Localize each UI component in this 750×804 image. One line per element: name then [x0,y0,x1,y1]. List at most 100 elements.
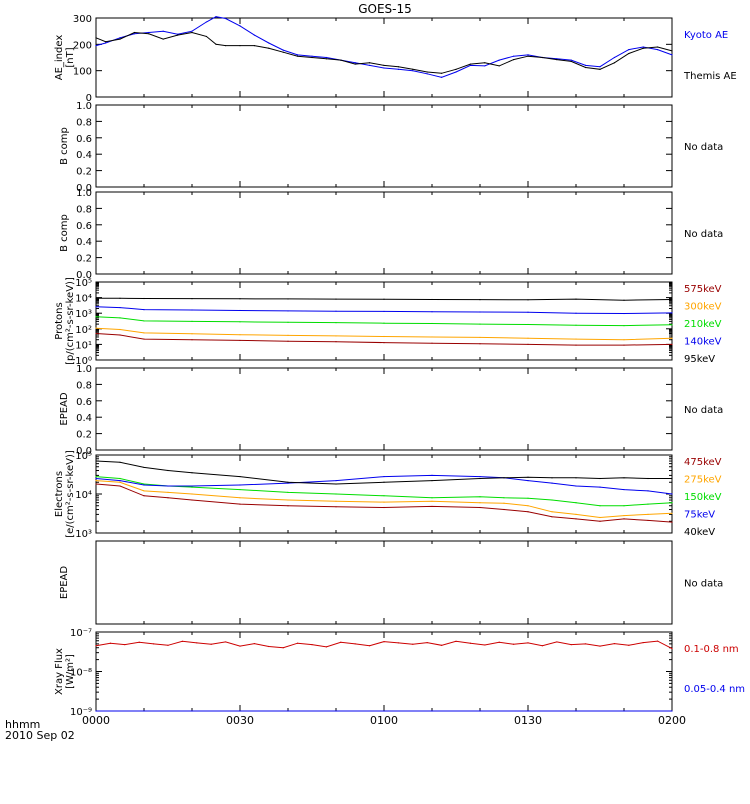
data-point [479,336,481,339]
data-point [191,493,193,495]
data-point [225,45,227,47]
data-point [167,644,169,646]
data-point [431,505,433,508]
data-point [527,337,529,339]
data-point [95,480,97,482]
data-point [527,323,529,326]
data-point [455,71,457,73]
data-point [340,641,342,643]
data-point [119,328,121,331]
data-point [282,49,284,51]
data-point [671,502,673,504]
data-point [167,491,169,493]
data-point [191,30,193,32]
y-tick-label: 10³ [75,309,92,320]
data-point [239,497,241,499]
data-point [191,499,193,501]
data-point [628,52,630,55]
data-point [335,506,337,508]
panel-frame [95,17,673,98]
data-point [671,337,673,339]
data-point [613,62,616,64]
data-point [215,16,217,18]
data-point [143,490,145,492]
panel-frame [95,454,673,534]
data-point [191,485,193,487]
data-point [95,306,97,308]
data-point [383,310,385,313]
legend-entry: 95keV [684,354,715,365]
y-tick-label: 10⁵ [75,278,92,289]
data-point [397,642,399,644]
data-point [383,298,385,300]
data-point [268,645,270,648]
data-point [191,31,193,34]
data-point [455,68,457,70]
data-point [647,490,649,492]
y-tick-label: 0.6 [76,134,92,145]
data-point [369,62,371,64]
y-tick-label: 10⁵ [75,451,92,462]
data-point [335,483,337,485]
y-tick-label: 0.0 [76,183,92,194]
y-tick-label: 10⁻⁷ [70,628,92,639]
legend-entry: 40keV [684,527,715,538]
data-point [95,45,97,47]
data-point [613,56,616,59]
legend-entry: 0.05-0.4 nm [684,684,745,695]
data-point [287,491,289,493]
data-point [479,299,481,301]
y-tick-label: 0.4 [76,237,92,248]
data-point [119,480,121,482]
data-point [623,312,625,315]
data-point [335,335,337,337]
data-point [282,647,284,649]
data-point [623,710,625,712]
data-point [383,495,385,497]
data-point [119,297,121,299]
data-point [287,505,289,507]
data-point [162,30,164,32]
data-point [657,640,659,642]
data-point [162,38,164,40]
data-point [95,710,97,712]
data-point [325,56,327,59]
data-point [498,59,500,61]
data-point [95,483,97,485]
data-point [95,37,97,39]
x-tick-label: 0000 [82,714,110,727]
y-tick-label: 0.2 [76,430,92,441]
data-point [335,298,337,300]
data-point [623,299,625,301]
data-point [239,45,241,47]
data-point [431,500,433,502]
data-point [210,643,212,645]
data-point [647,513,649,515]
data-point [335,710,337,712]
legend-entry: 300keV [684,302,722,313]
y-axis-label: Protons [54,302,65,339]
data-point [95,460,97,462]
data-point [623,477,625,479]
data-point [541,56,544,59]
data-point [431,311,433,313]
y-axis-label: [nT] [65,47,76,67]
data-point [383,335,385,338]
y-axis-label: EPEAD [59,566,70,600]
data-point [527,642,529,644]
data-point [239,334,241,336]
data-point [340,59,342,61]
data-point [431,298,433,301]
data-point [297,54,299,56]
legend-entry: 475keV [684,457,722,468]
y-axis-label: Electrons [54,471,65,517]
data-point [143,710,145,712]
y-tick-label: 10⁻⁹ [70,707,92,718]
data-point [253,642,255,645]
data-point [369,645,371,647]
data-point [585,64,587,66]
data-point [479,502,481,504]
data-point [551,511,553,513]
data-point [95,332,97,335]
data-point [148,33,150,35]
